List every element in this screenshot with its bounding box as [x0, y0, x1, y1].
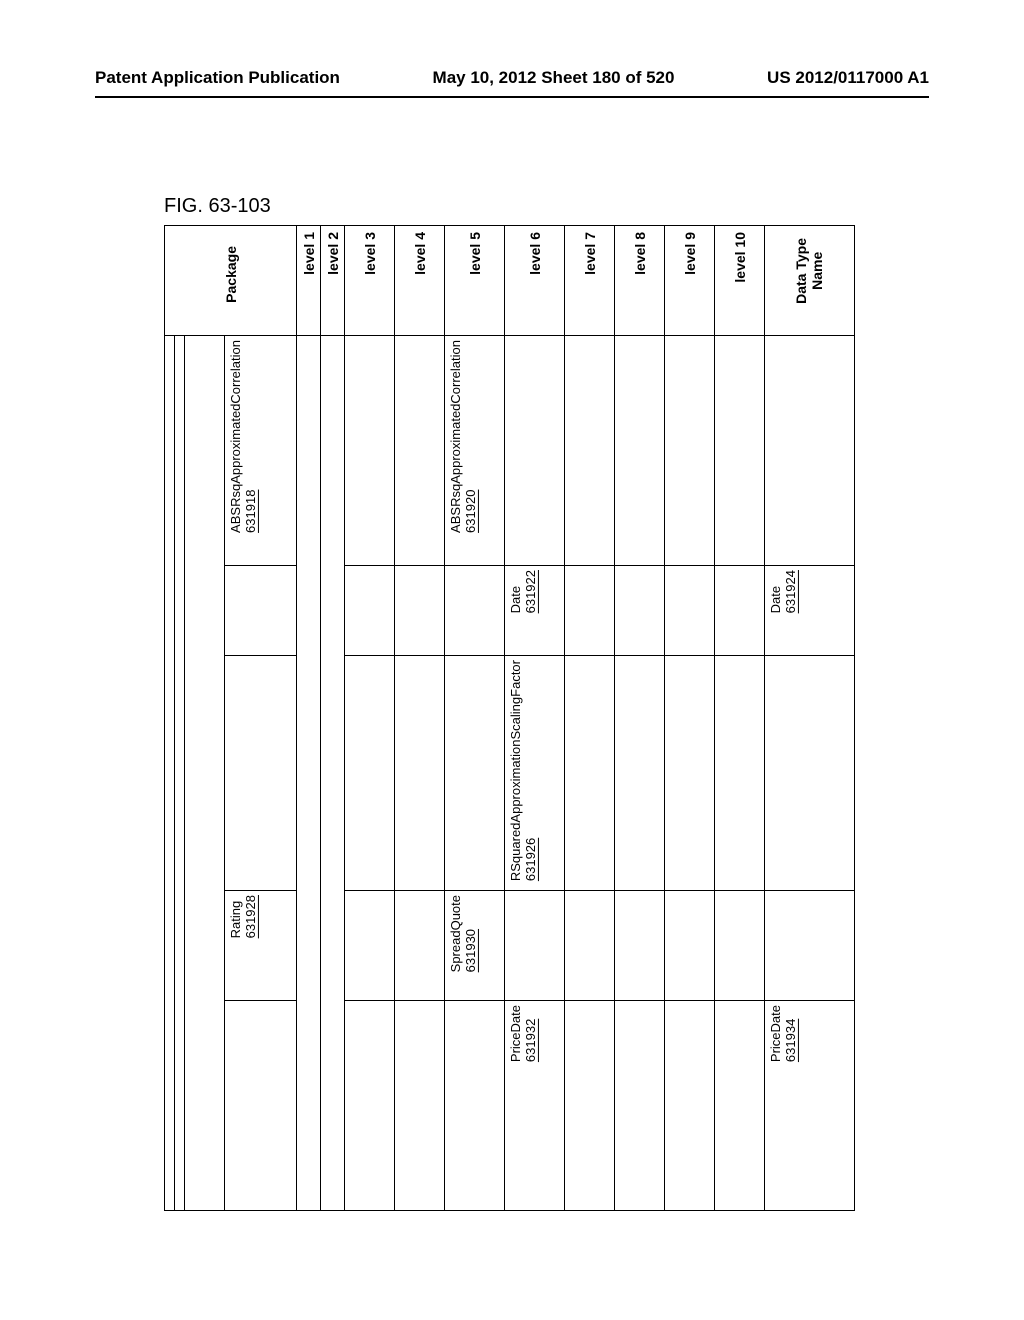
table-container: Package level 1 level 2 level 3 level 4 … [164, 225, 854, 1170]
cell-level-3 [345, 336, 395, 566]
table-row: PriceDate631932 PriceDate631934 [165, 1001, 855, 1101]
cell-level-6: Date631922 [505, 566, 565, 656]
header-center: May 10, 2012 Sheet 180 of 520 [433, 68, 675, 88]
cell-level-3 [345, 566, 395, 656]
table-row: RSquaredApproximationScalingFactor631926 [165, 656, 855, 891]
cell-level-4 [395, 656, 445, 891]
cell-level-6: RSquaredApproximationScalingFactor631926 [505, 656, 565, 891]
col-level-1: level 1 [297, 226, 321, 336]
col-level-7: level 7 [565, 226, 615, 336]
cell-level-6 [505, 891, 565, 1001]
header-right: US 2012/0117000 A1 [767, 68, 929, 88]
col-level-5: level 5 [445, 226, 505, 336]
cell-level-8 [615, 1001, 665, 1211]
page-header: Patent Application Publication May 10, 2… [0, 68, 1024, 88]
cell-level-4 [395, 566, 445, 656]
cell-dtn [765, 891, 855, 1001]
cell-package: ABSRsqApproximatedCorrelation631918 [225, 336, 297, 566]
cell-level-10 [715, 566, 765, 656]
cell-level-8 [615, 566, 665, 656]
cell-level-7 [565, 891, 615, 1001]
cell-level-9 [665, 656, 715, 891]
cell-level-10 [715, 891, 765, 1001]
cell-level-5: ABSRsqApproximatedCorrelation631920 [445, 336, 505, 566]
col-level-3: level 3 [345, 226, 395, 336]
cell-level-7 [565, 656, 615, 891]
cell-level-9 [665, 891, 715, 1001]
cell-level-9 [665, 566, 715, 656]
pkg-col-b [175, 336, 185, 1211]
cell-level-5: SpreadQuote631930 [445, 891, 505, 1001]
cell-level-10 [715, 1001, 765, 1211]
cell-level-3 [345, 656, 395, 891]
header-rule [95, 96, 929, 98]
cell-level-7 [565, 566, 615, 656]
cell-level-8 [615, 891, 665, 1001]
table-header-row: Package level 1 level 2 level 3 level 4 … [165, 226, 855, 336]
table-row: ABSRsqApproximatedCorrelation631918 ABSR… [165, 336, 855, 566]
cell-package [225, 1001, 297, 1211]
col-level-10: level 10 [715, 226, 765, 336]
cell-level-5 [445, 1001, 505, 1211]
cell-level-1 [297, 336, 321, 1211]
table-row: Rating631928 SpreadQuote631930 [165, 891, 855, 1001]
cell-level-5 [445, 566, 505, 656]
header-left: Patent Application Publication [95, 68, 340, 88]
cell-dtn [765, 656, 855, 891]
cell-level-4 [395, 1001, 445, 1211]
cell-level-10 [715, 336, 765, 566]
cell-level-3 [345, 891, 395, 1001]
cell-level-4 [395, 336, 445, 566]
cell-level-7 [565, 1001, 615, 1211]
cell-level-3 [345, 1001, 395, 1211]
figure-title: FIG. 63-103 [164, 195, 271, 218]
col-package: Package [165, 226, 297, 336]
pkg-col-a [165, 336, 175, 1211]
cell-level-9 [665, 1001, 715, 1211]
col-level-2: level 2 [321, 226, 345, 336]
cell-package: Rating631928 [225, 891, 297, 1001]
cell-level-4 [395, 891, 445, 1001]
cell-package [225, 656, 297, 891]
col-level-9: level 9 [665, 226, 715, 336]
cell-dtn [765, 336, 855, 566]
hierarchy-table: Package level 1 level 2 level 3 level 4 … [164, 225, 855, 1211]
cell-level-6 [505, 336, 565, 566]
cell-package [225, 566, 297, 656]
cell-level-6: PriceDate631932 [505, 1001, 565, 1211]
cell-level-9 [665, 336, 715, 566]
table-row: Date631922 Date631924 [165, 566, 855, 656]
cell-level-5 [445, 656, 505, 891]
cell-level-7 [565, 336, 615, 566]
col-level-4: level 4 [395, 226, 445, 336]
col-level-8: level 8 [615, 226, 665, 336]
col-data-type-name: Data TypeName [765, 226, 855, 336]
pkg-col-c [185, 336, 225, 1211]
cell-level-8 [615, 656, 665, 891]
cell-dtn: Date631924 [765, 566, 855, 656]
col-level-6: level 6 [505, 226, 565, 336]
cell-level-8 [615, 336, 665, 566]
cell-dtn: PriceDate631934 [765, 1001, 855, 1211]
cell-level-2 [321, 336, 345, 1211]
cell-level-10 [715, 656, 765, 891]
